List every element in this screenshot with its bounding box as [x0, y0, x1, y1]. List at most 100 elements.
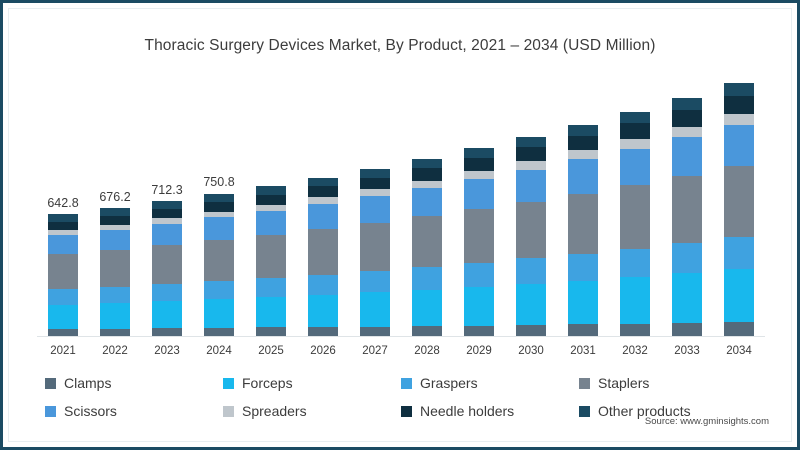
bar-segment[interactable]: [100, 229, 130, 250]
bar-segment[interactable]: [568, 159, 598, 194]
legend-item-other-products[interactable]: Other products: [579, 403, 757, 419]
bar-group[interactable]: [557, 69, 609, 337]
bar-segment[interactable]: [152, 300, 182, 329]
bar-segment[interactable]: [620, 323, 650, 337]
bar-segment[interactable]: [360, 271, 390, 293]
bar-segment[interactable]: [360, 177, 390, 190]
bar-segment[interactable]: [464, 286, 494, 326]
bar-segment[interactable]: [412, 168, 442, 181]
bar-segment[interactable]: [48, 254, 78, 290]
bar-group[interactable]: [713, 69, 765, 337]
bar-segment[interactable]: [620, 185, 650, 249]
bar-segment[interactable]: [256, 210, 286, 235]
bar-segment[interactable]: [360, 292, 390, 327]
bar-segment[interactable]: [204, 217, 234, 241]
bar-segment[interactable]: [308, 294, 338, 328]
bar-segment[interactable]: [412, 326, 442, 337]
bar-segment[interactable]: [100, 302, 130, 329]
bar-segment[interactable]: [204, 240, 234, 282]
bar-segment[interactable]: [724, 113, 754, 125]
bar-segment[interactable]: [48, 329, 78, 337]
legend-item-staplers[interactable]: Staplers: [579, 375, 757, 391]
bar-segment[interactable]: [672, 109, 702, 127]
bar-segment[interactable]: [100, 328, 130, 337]
bar-segment[interactable]: [412, 180, 442, 188]
bar-segment[interactable]: [256, 204, 286, 211]
bar-segment[interactable]: [672, 136, 702, 176]
bar-segment[interactable]: [412, 187, 442, 217]
bar-group[interactable]: 712.3: [141, 69, 193, 337]
bar-segment[interactable]: [412, 158, 442, 169]
bar-segment[interactable]: [204, 281, 234, 300]
bar-segment[interactable]: [152, 201, 182, 210]
bar-group[interactable]: 750.8: [193, 69, 245, 337]
bar-segment[interactable]: [152, 245, 182, 284]
bar-stack[interactable]: [48, 214, 78, 337]
bar-segment[interactable]: [100, 286, 130, 303]
bar-segment[interactable]: [672, 242, 702, 274]
legend-item-forceps[interactable]: Forceps: [223, 375, 401, 391]
bar-segment[interactable]: [516, 137, 546, 148]
bar-group[interactable]: [505, 69, 557, 337]
legend-item-spreaders[interactable]: Spreaders: [223, 403, 401, 419]
bar-segment[interactable]: [672, 273, 702, 324]
bar-segment[interactable]: [360, 222, 390, 272]
bar-segment[interactable]: [464, 171, 494, 180]
bar-stack[interactable]: [100, 208, 130, 337]
bar-segment[interactable]: [620, 148, 650, 186]
bar-segment[interactable]: [412, 267, 442, 290]
legend-item-scissors[interactable]: Scissors: [45, 403, 223, 419]
bar-stack[interactable]: [464, 148, 494, 337]
bar-stack[interactable]: [360, 168, 390, 337]
bar-segment[interactable]: [48, 235, 78, 255]
bar-segment[interactable]: [412, 216, 442, 268]
bar-segment[interactable]: [204, 299, 234, 328]
bar-segment[interactable]: [516, 283, 546, 325]
bar-segment[interactable]: [100, 216, 130, 225]
bar-group[interactable]: 642.8: [37, 69, 89, 337]
bar-group[interactable]: [245, 69, 297, 337]
bar-segment[interactable]: [308, 229, 338, 275]
bar-segment[interactable]: [672, 175, 702, 243]
legend-item-clamps[interactable]: Clamps: [45, 375, 223, 391]
bar-segment[interactable]: [100, 249, 130, 287]
bar-stack[interactable]: [204, 193, 234, 337]
bar-segment[interactable]: [48, 214, 78, 223]
bar-segment[interactable]: [568, 150, 598, 160]
bar-group[interactable]: [609, 69, 661, 337]
bar-stack[interactable]: [568, 125, 598, 337]
bar-group[interactable]: [401, 69, 453, 337]
bar-segment[interactable]: [48, 222, 78, 231]
bar-segment[interactable]: [48, 230, 78, 235]
bar-group[interactable]: [453, 69, 505, 337]
bar-segment[interactable]: [672, 323, 702, 337]
bar-segment[interactable]: [620, 123, 650, 140]
bar-segment[interactable]: [724, 124, 754, 166]
bar-segment[interactable]: [464, 158, 494, 172]
bar-segment[interactable]: [620, 139, 650, 149]
bar-segment[interactable]: [724, 269, 754, 323]
bar-segment[interactable]: [464, 263, 494, 287]
bar-segment[interactable]: [256, 234, 286, 279]
bar-segment[interactable]: [568, 324, 598, 337]
bar-segment[interactable]: [204, 211, 234, 218]
bar-segment[interactable]: [152, 328, 182, 337]
bar-group[interactable]: [349, 69, 401, 337]
bar-group[interactable]: 676.2: [89, 69, 141, 337]
bar-segment[interactable]: [308, 197, 338, 204]
bar-stack[interactable]: [152, 201, 182, 337]
bar-segment[interactable]: [308, 203, 338, 230]
bar-stack[interactable]: [724, 83, 754, 337]
bar-segment[interactable]: [568, 253, 598, 281]
bar-segment[interactable]: [464, 325, 494, 337]
bar-segment[interactable]: [516, 147, 546, 162]
bar-segment[interactable]: [620, 112, 650, 124]
bar-segment[interactable]: [516, 258, 546, 284]
bar-segment[interactable]: [308, 186, 338, 198]
bar-segment[interactable]: [620, 277, 650, 324]
bar-segment[interactable]: [48, 304, 78, 329]
bar-stack[interactable]: [672, 98, 702, 337]
bar-segment[interactable]: [620, 248, 650, 278]
bar-segment[interactable]: [516, 169, 546, 202]
bar-group[interactable]: [661, 69, 713, 337]
